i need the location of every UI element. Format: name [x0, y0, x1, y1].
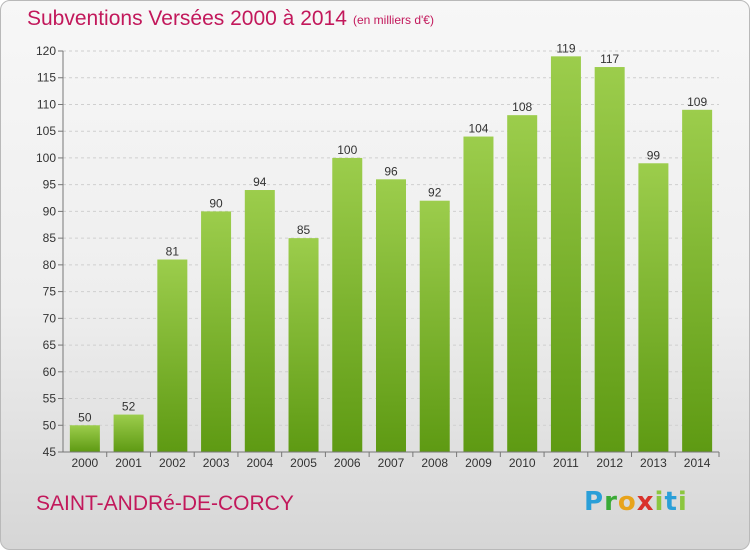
- value-label: 92: [428, 186, 442, 200]
- bar: [244, 190, 275, 452]
- y-tick-label: 65: [43, 338, 57, 352]
- y-tick-label: 70: [43, 311, 57, 325]
- logo-letter: P: [584, 487, 605, 517]
- x-tick-label: 2008: [421, 456, 448, 470]
- bar: [507, 115, 538, 452]
- x-tick-label: 2012: [596, 456, 623, 470]
- value-label: 94: [253, 175, 267, 189]
- y-tick-label: 45: [43, 445, 57, 459]
- y-tick-label: 105: [36, 124, 56, 138]
- x-tick-label: 2014: [684, 456, 711, 470]
- x-tick-label: 2004: [246, 456, 273, 470]
- bars: [69, 56, 713, 453]
- value-label: 81: [166, 245, 180, 259]
- value-label: 117: [600, 52, 619, 66]
- x-tick-label: 2002: [159, 456, 186, 470]
- y-tick-label: 95: [43, 178, 57, 192]
- x-tick-label: 2009: [465, 456, 492, 470]
- x-tick-label: 2000: [72, 456, 99, 470]
- x-tick-label: 2013: [640, 456, 667, 470]
- bar: [288, 238, 319, 452]
- logo-letter: r: [604, 487, 618, 517]
- y-tick-label: 100: [36, 151, 56, 165]
- value-labels: 50 52 81 90 94 85 100 96 92 104 108 119 117 99 109: [78, 41, 707, 424]
- value-label: 50: [78, 410, 92, 424]
- logo-letter: i: [654, 487, 665, 517]
- bar: [157, 259, 188, 452]
- y-tick-label: 50: [43, 418, 57, 432]
- bar: [376, 179, 406, 452]
- y-tick-label: 90: [43, 204, 57, 218]
- x-tick-label: 2006: [334, 456, 361, 470]
- y-tick-label: 55: [43, 392, 57, 406]
- y-axis: 45 50 55 60 65 70 75 80 85 90 95 100 105 110 115 120: [36, 44, 64, 459]
- x-tick-label: 2005: [290, 456, 317, 470]
- value-label: 108: [512, 100, 532, 114]
- y-tick-label: 85: [43, 231, 57, 245]
- bar: [332, 157, 363, 452]
- value-label: 90: [209, 196, 223, 210]
- bar: [594, 67, 625, 452]
- y-tick-label: 60: [43, 365, 57, 379]
- bar: [682, 109, 713, 453]
- value-label: 104: [468, 122, 488, 136]
- y-tick-label: 75: [43, 285, 57, 299]
- logo-letter: o: [617, 487, 637, 517]
- bar: [201, 211, 232, 452]
- logo-letter: x: [636, 487, 655, 517]
- x-tick-label: 2003: [203, 456, 230, 470]
- value-label: 109: [687, 95, 707, 109]
- value-label: 52: [122, 400, 136, 414]
- bar: [419, 200, 450, 452]
- bar: [550, 56, 581, 452]
- bar: [638, 163, 669, 452]
- bar: [113, 414, 144, 452]
- bar: [69, 425, 100, 452]
- place-name: SAINT-ANDRé-DE-CORCY: [36, 492, 294, 515]
- x-axis: 2000 2001 2002 2003 2004 2005 2006 2007 2008 2009…: [63, 451, 720, 470]
- chart-title: Subventions Versées 2000 à 2014: [27, 7, 347, 30]
- value-label: 119: [556, 41, 575, 55]
- bar: [463, 136, 494, 452]
- proxiti-logo[interactable]: Proxiti: [584, 487, 688, 517]
- logo-letter: t: [664, 487, 678, 517]
- x-tick-label: 2007: [378, 456, 405, 470]
- x-tick-label: 2001: [115, 456, 142, 470]
- y-tick-label: 110: [37, 97, 56, 111]
- value-label: 96: [384, 164, 398, 178]
- y-tick-label: 120: [36, 44, 56, 58]
- value-label: 85: [297, 223, 311, 237]
- value-label: 99: [647, 148, 661, 162]
- value-label: 100: [337, 143, 357, 157]
- x-tick-label: 2011: [553, 456, 579, 470]
- chart-subtitle: (en milliers d'€): [353, 13, 434, 27]
- y-tick-label: 80: [43, 258, 57, 272]
- logo-letter: i: [677, 487, 688, 517]
- y-tick-label: 115: [37, 71, 56, 85]
- x-tick-label: 2010: [509, 456, 536, 470]
